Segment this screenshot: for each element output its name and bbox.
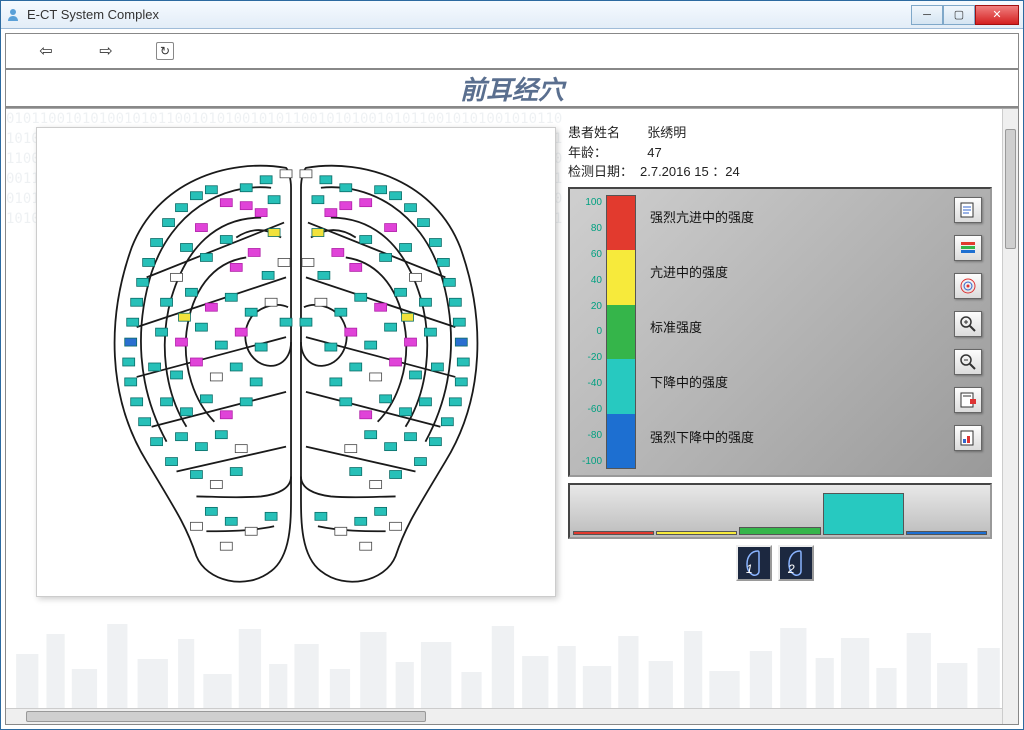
svg-text:2: 2 bbox=[787, 562, 795, 576]
zoom-in-icon[interactable] bbox=[954, 311, 982, 337]
patient-name: 张绣明 bbox=[647, 125, 686, 140]
refresh-button[interactable]: ↻ bbox=[156, 42, 174, 60]
legend-label: 强烈亢进中的强度 bbox=[650, 207, 754, 226]
scale-segment bbox=[607, 441, 635, 468]
legend-label: 亢进中的强度 bbox=[650, 262, 754, 281]
legend-label: 标准强度 bbox=[650, 317, 754, 336]
report-icon[interactable] bbox=[954, 387, 982, 413]
ear-view-1[interactable]: 1 bbox=[736, 545, 772, 581]
side-buttons bbox=[954, 197, 982, 451]
scrollbar-vertical[interactable] bbox=[1002, 109, 1018, 724]
titlebar: E-CT System Complex ─ ▢ ✕ bbox=[1, 1, 1023, 29]
scale-segment bbox=[607, 223, 635, 250]
legend-labels: 强烈亢进中的强度亢进中的强度标准强度下降中的强度强烈下降中的强度 bbox=[650, 207, 754, 446]
palette-icon[interactable] bbox=[954, 235, 982, 261]
legend-label: 下降中的强度 bbox=[650, 372, 754, 391]
scale-segment bbox=[607, 386, 635, 413]
toolbar: ⇦ ⇨ ↻ bbox=[6, 34, 1018, 68]
legend-label: 强烈下降中的强度 bbox=[650, 427, 754, 446]
scale-segment bbox=[607, 278, 635, 305]
view-buttons: 12 bbox=[736, 545, 814, 581]
histogram-bar bbox=[739, 527, 820, 535]
scale-segment bbox=[607, 250, 635, 277]
histogram-bar bbox=[573, 531, 654, 535]
histogram-panel bbox=[568, 483, 992, 539]
scale-tick: -20 bbox=[588, 352, 602, 363]
scale-bar bbox=[606, 195, 636, 469]
scrollbar-horizontal[interactable] bbox=[6, 708, 1002, 724]
zoom-out-icon[interactable] bbox=[954, 349, 982, 375]
scale-tick: -100 bbox=[582, 456, 602, 467]
scale-segment bbox=[607, 332, 635, 359]
notes-icon[interactable] bbox=[954, 197, 982, 223]
app-window: E-CT System Complex ─ ▢ ✕ ⇦ ⇨ ↻ 前耳经穴 010… bbox=[0, 0, 1024, 730]
scale-tick: -60 bbox=[588, 404, 602, 415]
svg-text:1: 1 bbox=[746, 562, 753, 576]
scale-segment bbox=[607, 305, 635, 332]
window-title: E-CT System Complex bbox=[27, 7, 159, 22]
export-icon[interactable] bbox=[954, 425, 982, 451]
scale-tick: 80 bbox=[591, 223, 602, 234]
scale-tick: 20 bbox=[591, 301, 602, 312]
app-icon bbox=[5, 7, 21, 23]
patient-name-label: 患者姓名 bbox=[568, 123, 640, 143]
forward-button[interactable]: ⇨ bbox=[96, 41, 116, 61]
scale-tick: 60 bbox=[591, 249, 602, 260]
scale-segment bbox=[607, 414, 635, 441]
ear-view-2[interactable]: 2 bbox=[778, 545, 814, 581]
close-button[interactable]: ✕ bbox=[975, 5, 1019, 25]
scale-tick: -80 bbox=[588, 430, 602, 441]
page-title: 前耳经穴 bbox=[6, 68, 1018, 108]
histogram-bar bbox=[906, 531, 987, 535]
minimize-button[interactable]: ─ bbox=[911, 5, 943, 25]
patient-info: 患者姓名 张绣明 年龄： 47 检测日期：2.7.2016 15 ：24 bbox=[568, 123, 992, 182]
ear-diagram-panel bbox=[36, 127, 556, 597]
histogram-bar bbox=[823, 493, 904, 535]
patient-date-label: 检测日期： bbox=[568, 162, 640, 182]
scale-tick: 100 bbox=[585, 197, 602, 208]
patient-age: 47 bbox=[647, 145, 661, 160]
scale-segment bbox=[607, 359, 635, 386]
maximize-button[interactable]: ▢ bbox=[943, 5, 975, 25]
histogram-bar bbox=[656, 531, 737, 535]
target-icon[interactable] bbox=[954, 273, 982, 299]
main-area: 0101100101010010101100101010010101100101… bbox=[6, 108, 1018, 724]
back-button[interactable]: ⇦ bbox=[36, 41, 56, 61]
content-frame: ⇦ ⇨ ↻ 前耳经穴 01011001010100101011001010100… bbox=[5, 33, 1019, 725]
scale-segment bbox=[607, 196, 635, 223]
scale-tick: 40 bbox=[591, 275, 602, 286]
intensity-legend-panel: 100 80 60 40 20 0 -20 -40 -60 -80 -100 强烈亢进中的强度亢进中… bbox=[568, 187, 992, 477]
scale-ticks: 100 80 60 40 20 0 -20 -40 -60 -80 -100 bbox=[576, 195, 604, 469]
patient-age-label: 年龄： bbox=[568, 143, 640, 163]
patient-date: 2.7.2016 15 ：24 bbox=[640, 164, 740, 179]
scale-tick: -40 bbox=[588, 378, 602, 389]
scale-tick: 0 bbox=[596, 326, 602, 337]
